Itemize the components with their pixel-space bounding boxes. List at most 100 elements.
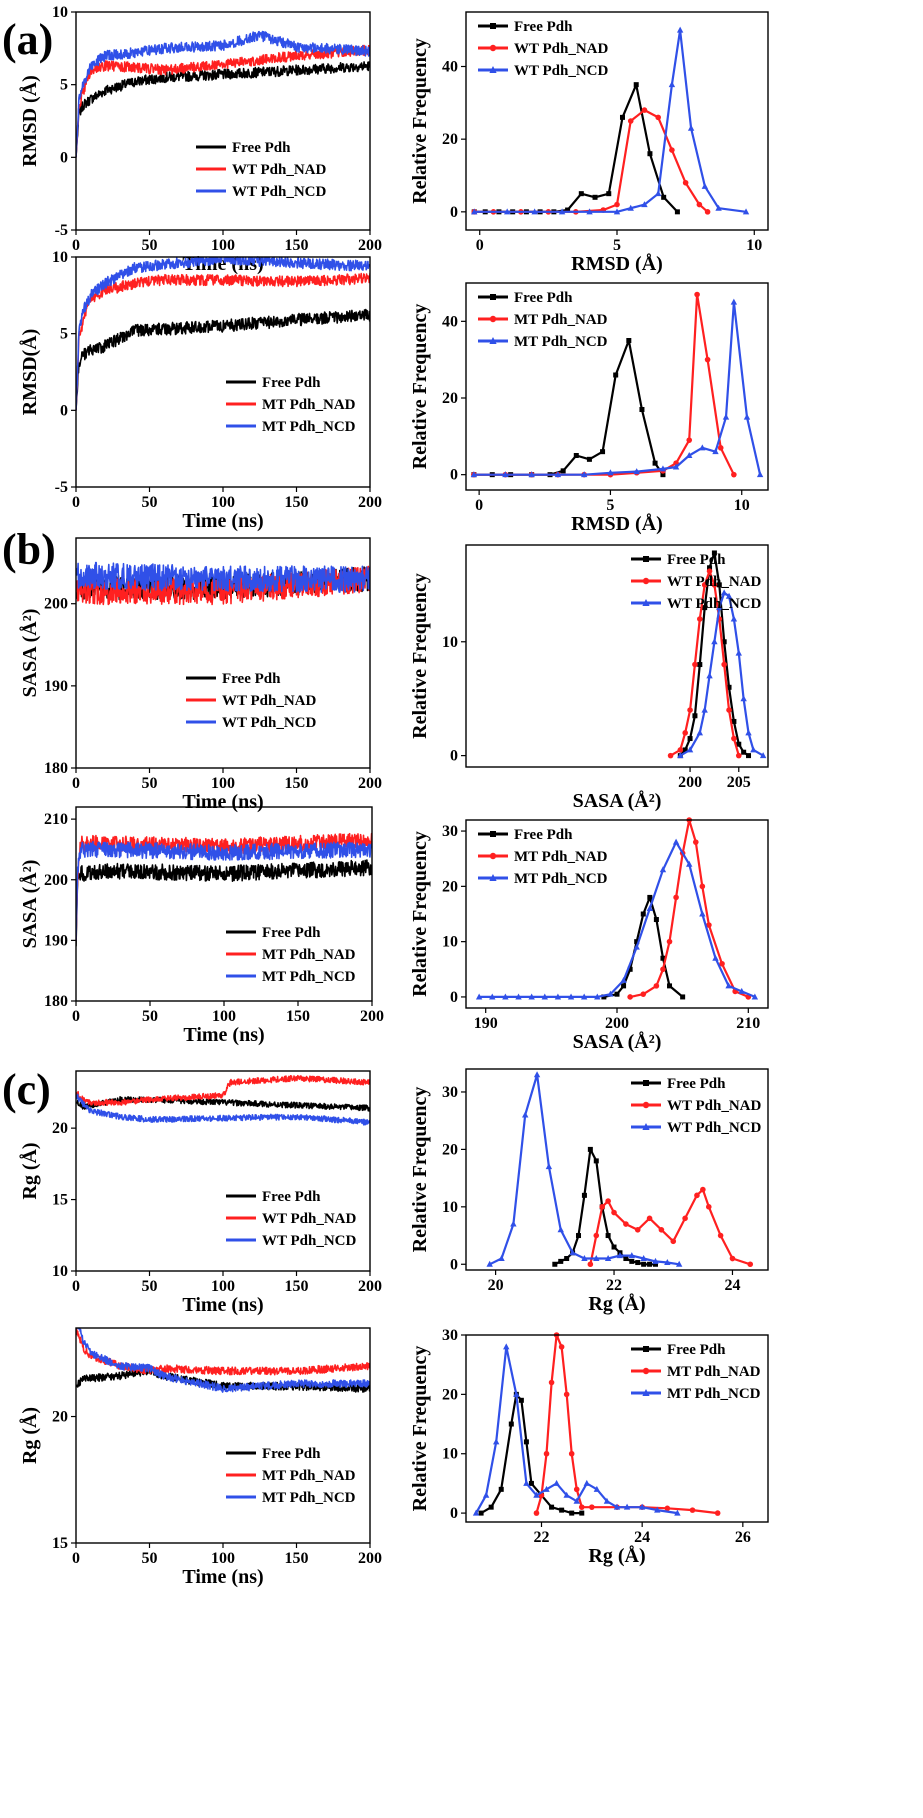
x-tick-label: 100	[211, 494, 235, 511]
y-tick-label: 10	[52, 4, 68, 21]
data-point	[725, 592, 733, 599]
data-point	[735, 752, 742, 759]
series-line-nad	[76, 1328, 370, 1376]
data-point	[647, 1261, 653, 1267]
data-point	[689, 1507, 696, 1513]
data-point	[502, 993, 509, 1000]
chart-b1: 0 50 100 150 200 180 190 200 Time (ns) SASA (Å²) F…	[18, 537, 382, 813]
x-tick-label: 10	[746, 237, 762, 254]
series-line-nad	[589, 1188, 751, 1266]
data-point	[759, 752, 767, 759]
data-point	[549, 1504, 555, 1510]
series-line-ncd	[76, 840, 372, 941]
data-point	[716, 582, 722, 588]
legend-label: MT Pdh_NCD	[667, 1386, 761, 1402]
y-axis-label: Rg (Å)	[18, 1142, 41, 1199]
data-point	[593, 1158, 599, 1164]
data-point	[653, 917, 659, 923]
legend-label: MT Pdh_NAD	[262, 947, 356, 963]
x-tick-label: 50	[142, 494, 158, 511]
data-point	[543, 1485, 550, 1492]
y-tick-label: 10	[52, 1263, 68, 1280]
x-axis-label: SASA (Å²)	[573, 789, 662, 812]
data-point	[626, 338, 632, 343]
y-tick-label: 15	[52, 1535, 68, 1552]
x-tick-label: 200	[360, 1008, 384, 1025]
x-tick-label: 210	[736, 1015, 760, 1032]
data-point	[593, 1485, 601, 1492]
chart-c1: 0 50 100 150 200 10 15 20 Time (ns) Rg (Å) Free Pd…	[18, 1070, 382, 1316]
legend-label: Free Pdh	[222, 671, 281, 687]
data-point	[592, 194, 598, 200]
y-tick-label: 10	[52, 249, 68, 266]
data-point	[586, 208, 593, 215]
legend-label: Free Pdh	[262, 375, 321, 391]
data-point	[489, 993, 496, 1000]
data-point	[533, 1071, 541, 1078]
chart-c3: 0 50 100 150 200 15 20 Time (ns) Rg (Å) Free Pdh M…	[18, 1327, 382, 1588]
data-point	[653, 983, 660, 989]
chart-c2: 20 22 24 0 10 20 30 Rg (Å) Relative Frequency Fre…	[409, 1068, 769, 1315]
data-point	[528, 993, 535, 1000]
data-point	[607, 990, 614, 997]
y-tick-label: 30	[442, 1084, 458, 1101]
y-tick-label: 10	[442, 1446, 458, 1463]
plot-frame	[75, 256, 371, 488]
legend-label: MT Pdh_NCD	[514, 871, 608, 887]
data-point	[682, 747, 688, 753]
x-tick-label: 0	[72, 237, 80, 254]
data-point	[717, 1232, 724, 1239]
data-point	[682, 1215, 688, 1222]
series-line-nad	[76, 1074, 370, 1107]
x-tick-label: 0	[72, 494, 80, 511]
x-tick-label: 205	[727, 774, 751, 791]
data-point	[751, 993, 759, 1000]
y-axis-label: Relative Frequency	[409, 573, 431, 739]
data-point	[696, 729, 704, 736]
data-point	[640, 1255, 647, 1262]
series-line-ncd	[479, 840, 756, 999]
data-point	[701, 582, 708, 588]
plot-frame	[465, 819, 769, 1009]
legend-label: Free Pdh	[262, 1189, 321, 1205]
x-tick-label: 150	[285, 1278, 309, 1295]
data-point	[503, 1343, 510, 1350]
data-point	[633, 943, 640, 950]
data-point	[706, 672, 713, 679]
data-point	[613, 1503, 621, 1510]
data-point	[726, 684, 732, 690]
data-point	[614, 991, 620, 997]
data-point	[707, 565, 713, 571]
data-point	[528, 1480, 534, 1486]
data-point	[486, 1260, 493, 1267]
data-point	[576, 1233, 582, 1239]
y-tick-label: -5	[55, 222, 68, 239]
x-tick-label: 200	[358, 494, 382, 511]
y-tick-label: 0	[450, 989, 458, 1006]
x-tick-label: 190	[474, 1015, 498, 1032]
data-point	[564, 1256, 570, 1262]
data-point	[686, 452, 693, 458]
data-point	[666, 938, 673, 945]
data-point	[750, 746, 757, 753]
y-tick-label: 180	[44, 760, 68, 777]
data-point	[568, 1450, 575, 1457]
data-point	[629, 1258, 635, 1264]
data-point	[682, 730, 688, 736]
data-point	[552, 1261, 558, 1267]
x-axis-label: Time (ns)	[182, 1294, 263, 1316]
data-point	[614, 201, 620, 208]
data-point	[745, 729, 752, 736]
x-tick-label: 0	[72, 775, 80, 792]
data-point	[533, 1510, 540, 1516]
data-point	[705, 1204, 712, 1210]
y-tick-label: 20	[442, 878, 458, 895]
data-point	[488, 1504, 494, 1510]
data-point	[471, 208, 478, 215]
x-axis-label: RMSD (Å)	[571, 252, 663, 275]
y-tick-label: 200	[44, 596, 68, 613]
data-point	[578, 191, 584, 197]
x-tick-label: 150	[285, 237, 309, 254]
data-point	[716, 604, 723, 611]
